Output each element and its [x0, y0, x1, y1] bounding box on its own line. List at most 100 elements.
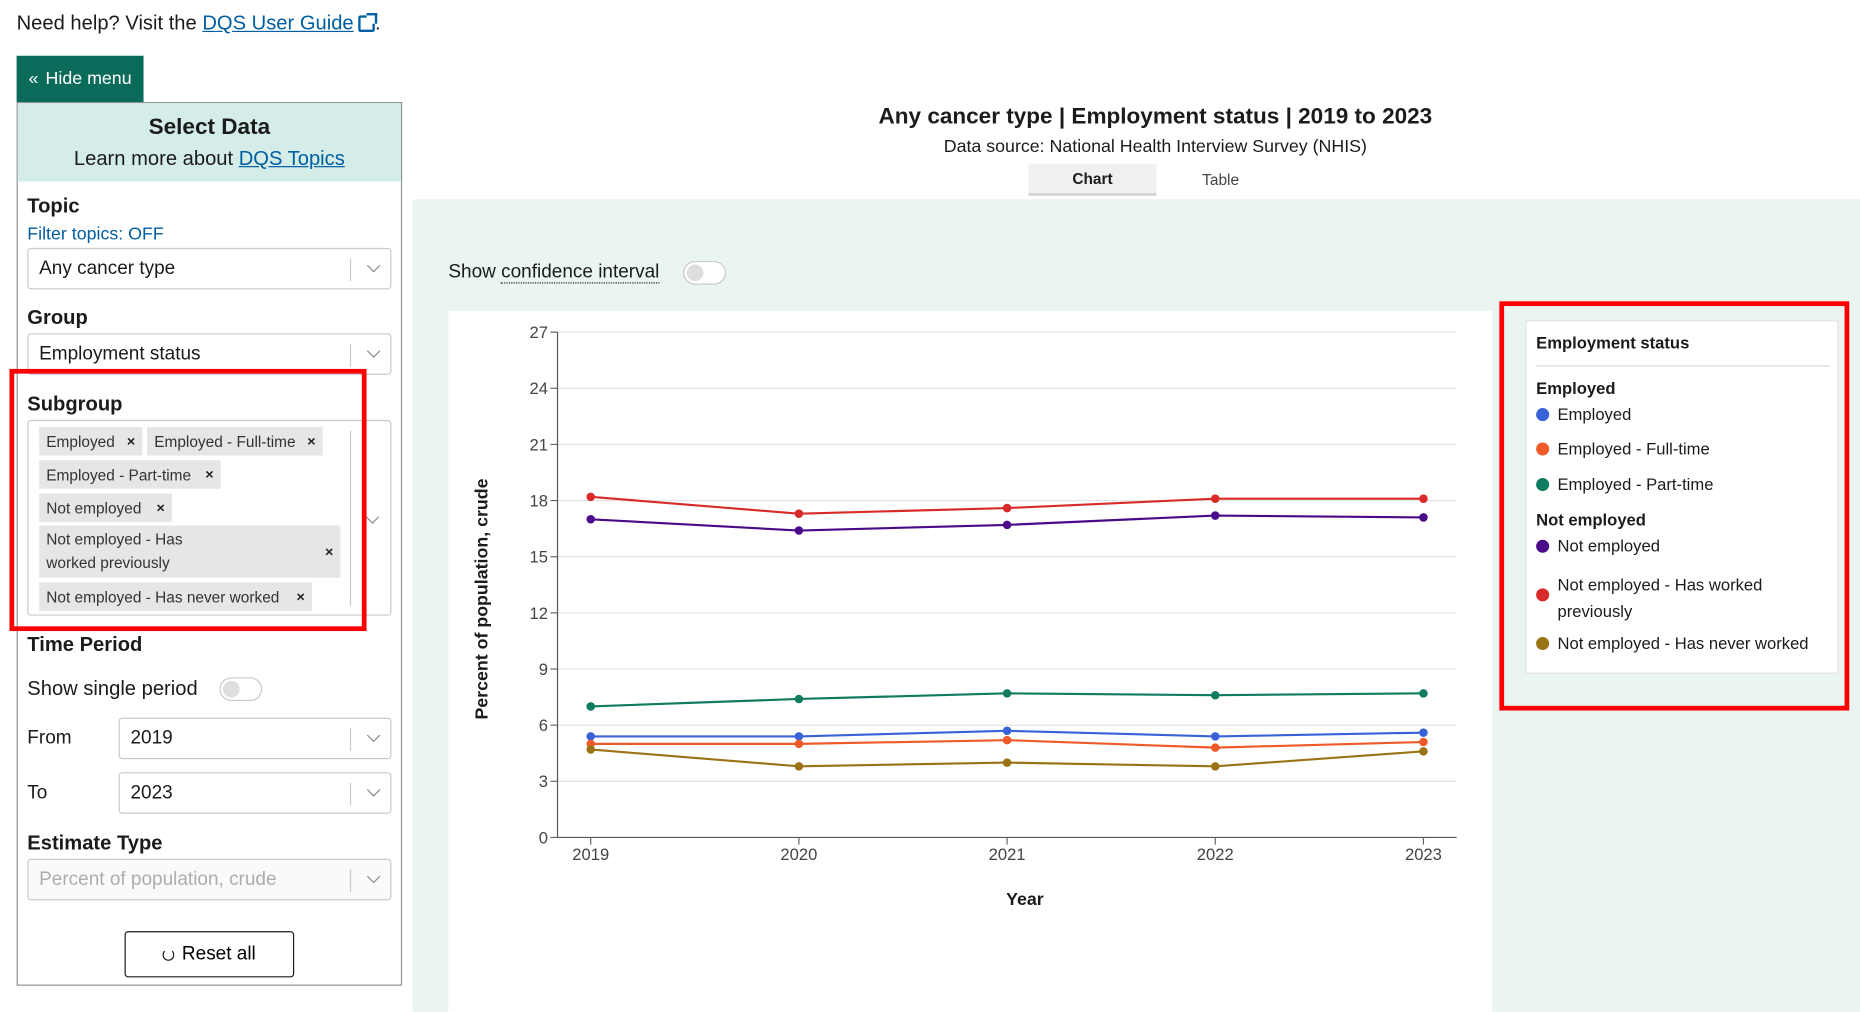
- data-point: [1002, 520, 1012, 530]
- legend-swatch: [1536, 478, 1550, 492]
- topic-label: Topic: [27, 194, 80, 218]
- chevron-down-icon: [365, 510, 380, 524]
- data-point: [1210, 690, 1220, 700]
- confidence-interval-toggle[interactable]: [683, 260, 726, 285]
- remove-chip-icon[interactable]: ×: [205, 466, 214, 483]
- y-tick-label: 9: [539, 660, 548, 679]
- legend-group-employed: Employed: [1536, 378, 1616, 398]
- group-select[interactable]: Employment status: [27, 333, 392, 375]
- tab-chart[interactable]: Chart: [1028, 163, 1157, 196]
- subgroup-multiselect[interactable]: Employed × Employed - Full-time × Employed…: [27, 419, 392, 616]
- y-tick-label: 18: [530, 492, 548, 511]
- data-point: [794, 739, 804, 749]
- y-tick-label: 15: [530, 548, 548, 567]
- legend-swatch: [1536, 636, 1550, 651]
- data-point: [1419, 513, 1428, 522]
- subgroup-chip: Not employed - Has worked previously ×: [39, 525, 341, 578]
- estimate-type-label: Estimate Type: [27, 831, 163, 855]
- select-data-panel: Select Data Learn more about DQS Topics …: [16, 102, 403, 986]
- data-point: [1002, 735, 1012, 745]
- legend-swatch: [1536, 539, 1550, 553]
- x-tick-label: 2020: [780, 845, 817, 864]
- tab-table[interactable]: Table: [1202, 170, 1240, 189]
- y-tick-label: 27: [530, 323, 548, 342]
- data-point: [794, 694, 804, 704]
- y-tick-label: 24: [530, 379, 548, 398]
- data-point: [1002, 758, 1012, 767]
- data-point: [1419, 737, 1428, 747]
- single-period-label: Show single period: [27, 677, 198, 700]
- legend-item[interactable]: Not employed - Has worked previously: [1536, 572, 1821, 624]
- subgroup-chip: Not employed - Has never worked ×: [39, 582, 312, 611]
- to-label: To: [27, 782, 48, 804]
- reset-icon: [162, 948, 175, 961]
- data-point: [586, 515, 595, 524]
- remove-chip-icon[interactable]: ×: [307, 432, 316, 450]
- data-point: [794, 509, 804, 518]
- subgroup-highlight-box: [9, 368, 367, 632]
- select-data-header: Select Data Learn more about DQS Topics: [17, 103, 401, 182]
- filter-topics-toggle[interactable]: Filter topics: OFF: [27, 224, 164, 245]
- chart-title: Any cancer type | Employment status | 20…: [878, 104, 1433, 130]
- legend-swatch: [1536, 408, 1550, 422]
- subgroup-chip: Not employed ×: [39, 493, 172, 522]
- to-select[interactable]: 2023: [118, 772, 392, 814]
- legend-item[interactable]: Employed - Part-time: [1536, 474, 1713, 493]
- legend-item[interactable]: Not employed - Has never worked: [1536, 633, 1809, 652]
- x-tick-label: 2019: [572, 845, 609, 864]
- legend: Employment status Employed Employed Empl…: [1525, 320, 1839, 674]
- data-point: [1419, 747, 1428, 756]
- data-point: [1002, 689, 1012, 698]
- y-tick-label: 0: [539, 828, 548, 847]
- data-point: [1210, 743, 1220, 752]
- legend-highlight-box: [1499, 301, 1850, 711]
- data-point: [1419, 689, 1428, 698]
- subgroup-chip: Employed - Part-time ×: [39, 460, 221, 489]
- data-point: [1210, 732, 1220, 741]
- remove-chip-icon[interactable]: ×: [126, 432, 136, 450]
- x-tick-label: 2021: [989, 845, 1026, 864]
- data-point: [794, 762, 804, 771]
- chevron-down-icon: [366, 783, 381, 797]
- confidence-interval-label: Show confidence interval: [448, 262, 660, 284]
- y-tick-label: 3: [539, 772, 548, 791]
- y-axis-label: Percent of population, crude: [472, 478, 492, 719]
- external-link-icon: [358, 13, 378, 33]
- legend-item[interactable]: Employed - Full-time: [1536, 439, 1710, 458]
- remove-chip-icon[interactable]: ×: [325, 543, 334, 560]
- reset-all-button[interactable]: Reset all: [124, 931, 295, 978]
- legend-item[interactable]: Not employed: [1536, 536, 1660, 555]
- data-point: [586, 492, 595, 502]
- remove-chip-icon[interactable]: ×: [296, 588, 305, 605]
- select-data-title: Select Data: [148, 115, 271, 140]
- dqs-topics-link[interactable]: DQS Topics: [238, 147, 345, 170]
- data-point: [1210, 511, 1220, 520]
- hide-menu-button[interactable]: « Hide menu: [16, 55, 144, 103]
- chevron-down-icon: [366, 869, 381, 884]
- remove-chip-icon[interactable]: ×: [156, 499, 165, 516]
- single-period-toggle[interactable]: [219, 677, 263, 702]
- legend-swatch: [1536, 442, 1550, 456]
- help-text: Need help? Visit the DQS User Guide.: [16, 11, 381, 35]
- chart-source: Data source: National Health Interview S…: [943, 136, 1367, 157]
- chevron-down-icon: [366, 344, 381, 358]
- data-point: [586, 732, 595, 741]
- y-tick-label: 21: [530, 435, 548, 454]
- x-tick-label: 2023: [1405, 845, 1442, 864]
- data-point: [794, 526, 804, 535]
- y-tick-label: 6: [539, 716, 548, 735]
- subgroup-chip: Employed ×: [39, 427, 143, 456]
- data-point: [586, 702, 595, 711]
- confidence-interval-term[interactable]: confidence interval: [501, 262, 660, 284]
- data-point: [1210, 494, 1220, 503]
- chevron-down-icon: [366, 258, 381, 273]
- from-select[interactable]: 2019: [118, 717, 392, 760]
- topic-select[interactable]: Any cancer type: [27, 247, 392, 290]
- legend-item[interactable]: Employed: [1536, 404, 1631, 423]
- user-guide-link[interactable]: DQS User Guide: [202, 11, 354, 35]
- time-period-label: Time Period: [27, 633, 143, 656]
- legend-title: Employment status: [1536, 333, 1690, 353]
- data-point: [1002, 503, 1012, 513]
- estimate-type-select: Percent of population, crude: [27, 858, 392, 901]
- y-tick-label: 12: [530, 604, 548, 623]
